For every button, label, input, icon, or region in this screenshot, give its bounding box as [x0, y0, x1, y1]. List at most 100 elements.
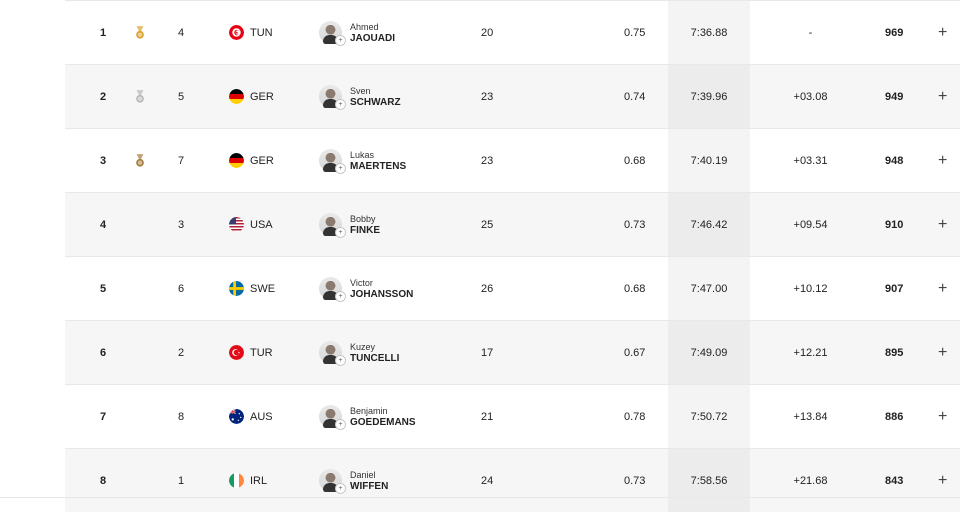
athlete[interactable]: + Victor JOHANSSON — [319, 257, 413, 320]
rank: 2 — [100, 90, 107, 103]
age: 25 — [481, 218, 494, 231]
athlete-name[interactable]: Sven SCHWARZ — [350, 86, 401, 108]
expand-row-button[interactable]: + — [938, 471, 948, 489]
table-row[interactable]: 4 3 USA + Bobby FINKE 25 0.73 7:46.42 +09.54 910 + — [65, 192, 960, 256]
first-name: Kuzey — [350, 341, 376, 352]
plus-icon: + — [335, 419, 346, 430]
final-time: 7:47.00 — [668, 257, 750, 320]
swe-flag-icon — [229, 281, 244, 296]
results-table: 1 4 TUN + Ahmed JAOUADI 20 0.75 7:36.88-969 +2 5 GE… — [65, 0, 960, 512]
athlete-name[interactable]: Benjamin GOEDEMANS — [350, 406, 416, 428]
reaction-time: 0.75 — [624, 26, 646, 39]
avatar: + — [319, 213, 346, 238]
table-row[interactable]: 2 5 GER + Sven SCHWARZ 23 0.74 7:39.96 +03.08 949 + — [65, 64, 960, 128]
country-code: TUR — [250, 346, 273, 359]
time-behind: +03.08 — [793, 90, 828, 103]
expand-row-button[interactable]: + — [938, 23, 948, 41]
country-code: USA — [250, 218, 273, 231]
athlete[interactable]: + Ahmed JAOUADI — [319, 1, 395, 64]
last-name: MAERTENS — [350, 160, 407, 172]
points: 948 — [885, 154, 904, 167]
points: 886 — [885, 410, 904, 423]
country-code: TUN — [250, 26, 273, 39]
final-time: 7:39.96 — [668, 65, 750, 128]
rank: 4 — [100, 218, 107, 231]
country-code: AUS — [250, 410, 273, 423]
plus-icon: + — [335, 227, 346, 238]
plus-icon: + — [335, 163, 346, 174]
plus-icon: + — [335, 35, 346, 46]
athlete-name[interactable]: Lukas MAERTENS — [350, 150, 406, 172]
athlete[interactable]: + Bobby FINKE — [319, 193, 380, 256]
country-code: GER — [250, 154, 274, 167]
expand-row-button[interactable]: + — [938, 343, 948, 361]
rank: 1 — [100, 26, 107, 39]
last-name: GOEDEMANS — [350, 416, 416, 428]
avatar: + — [319, 405, 346, 430]
time-behind: +13.84 — [793, 410, 828, 423]
aus-flag-icon — [229, 409, 244, 424]
athlete-name[interactable]: Bobby FINKE — [350, 214, 380, 236]
points: 910 — [885, 218, 904, 231]
plus-icon: + — [335, 99, 346, 110]
country: IRL — [229, 449, 267, 512]
tur-flag-icon — [229, 345, 244, 360]
lane: 8 — [178, 410, 185, 423]
expand-row-button[interactable]: + — [938, 215, 948, 233]
medal-slot — [131, 257, 149, 320]
table-row[interactable]: 5 6 SWE + Victor JOHANSSON 26 0.68 7:47.00 +10.12… — [65, 256, 960, 320]
medal-slot — [131, 321, 149, 384]
athlete[interactable]: + Kuzey TUNCELLI — [319, 321, 399, 384]
age: 23 — [481, 90, 494, 103]
athlete-name[interactable]: Kuzey TUNCELLI — [350, 342, 399, 364]
reaction-time: 0.67 — [624, 346, 646, 359]
athlete[interactable]: + Benjamin GOEDEMANS — [319, 385, 416, 448]
table-row[interactable]: 3 7 GER + Lukas MAERTENS 23 0.68 7:40.19 +03.31 94… — [65, 128, 960, 192]
reaction-time: 0.68 — [624, 282, 646, 295]
reaction-time: 0.74 — [624, 90, 646, 103]
athlete[interactable]: + Sven SCHWARZ — [319, 65, 401, 128]
athlete-name[interactable]: Daniel WIFFEN — [350, 470, 388, 492]
time-behind: +21.68 — [793, 474, 828, 487]
country-code: SWE — [250, 282, 276, 295]
final-time: 7:36.88 — [668, 1, 750, 64]
points: 969 — [885, 26, 904, 39]
expand-row-button[interactable]: + — [938, 151, 948, 169]
athlete-name[interactable]: Victor JOHANSSON — [350, 278, 413, 300]
irl-flag-icon — [229, 473, 244, 488]
table-row[interactable]: 8 1 IRL + Daniel WIFFEN 24 0.73 7:58.56 +21.68 843… — [65, 448, 960, 512]
rank: 6 — [100, 346, 107, 359]
rank: 7 — [100, 410, 107, 423]
tun-flag-icon — [229, 25, 244, 40]
last-name: WIFFEN — [350, 480, 389, 492]
rank: 5 — [100, 282, 107, 295]
lane: 4 — [178, 26, 185, 39]
first-name: Ahmed — [350, 21, 379, 32]
athlete[interactable]: + Lukas MAERTENS — [319, 129, 406, 192]
silver-medal-icon — [131, 65, 149, 128]
country: TUR — [229, 321, 273, 384]
athlete-name[interactable]: Ahmed JAOUADI — [350, 22, 395, 44]
expand-row-button[interactable]: + — [938, 407, 948, 425]
athlete[interactable]: + Daniel WIFFEN — [319, 449, 388, 512]
time-behind: +09.54 — [793, 218, 828, 231]
divider — [0, 497, 960, 498]
plus-icon: + — [335, 483, 346, 494]
table-row[interactable]: 1 4 TUN + Ahmed JAOUADI 20 0.75 7:36.88 - 969 + — [65, 0, 960, 64]
lane: 3 — [178, 218, 185, 231]
avatar: + — [319, 469, 346, 494]
final-time: 7:50.72 — [668, 385, 750, 448]
expand-row-button[interactable]: + — [938, 87, 948, 105]
plus-icon: + — [335, 291, 346, 302]
final-time: 7:40.19 — [668, 129, 750, 192]
country: USA — [229, 193, 273, 256]
table-row[interactable]: 6 2 TUR + Kuzey TUNCELLI 17 0.67 7:49.09 +12.21 89… — [65, 320, 960, 384]
table-row[interactable]: 7 8 AUS + Benjamin GOEDEMANS 21 0.78 7:50.72 +13.… — [65, 384, 960, 448]
country: SWE — [229, 257, 275, 320]
last-name: TUNCELLI — [350, 352, 400, 364]
age: 20 — [481, 26, 494, 39]
expand-row-button[interactable]: + — [938, 279, 948, 297]
last-name: JOHANSSON — [350, 288, 414, 300]
medal-slot — [131, 385, 149, 448]
time-behind: +10.12 — [793, 282, 828, 295]
